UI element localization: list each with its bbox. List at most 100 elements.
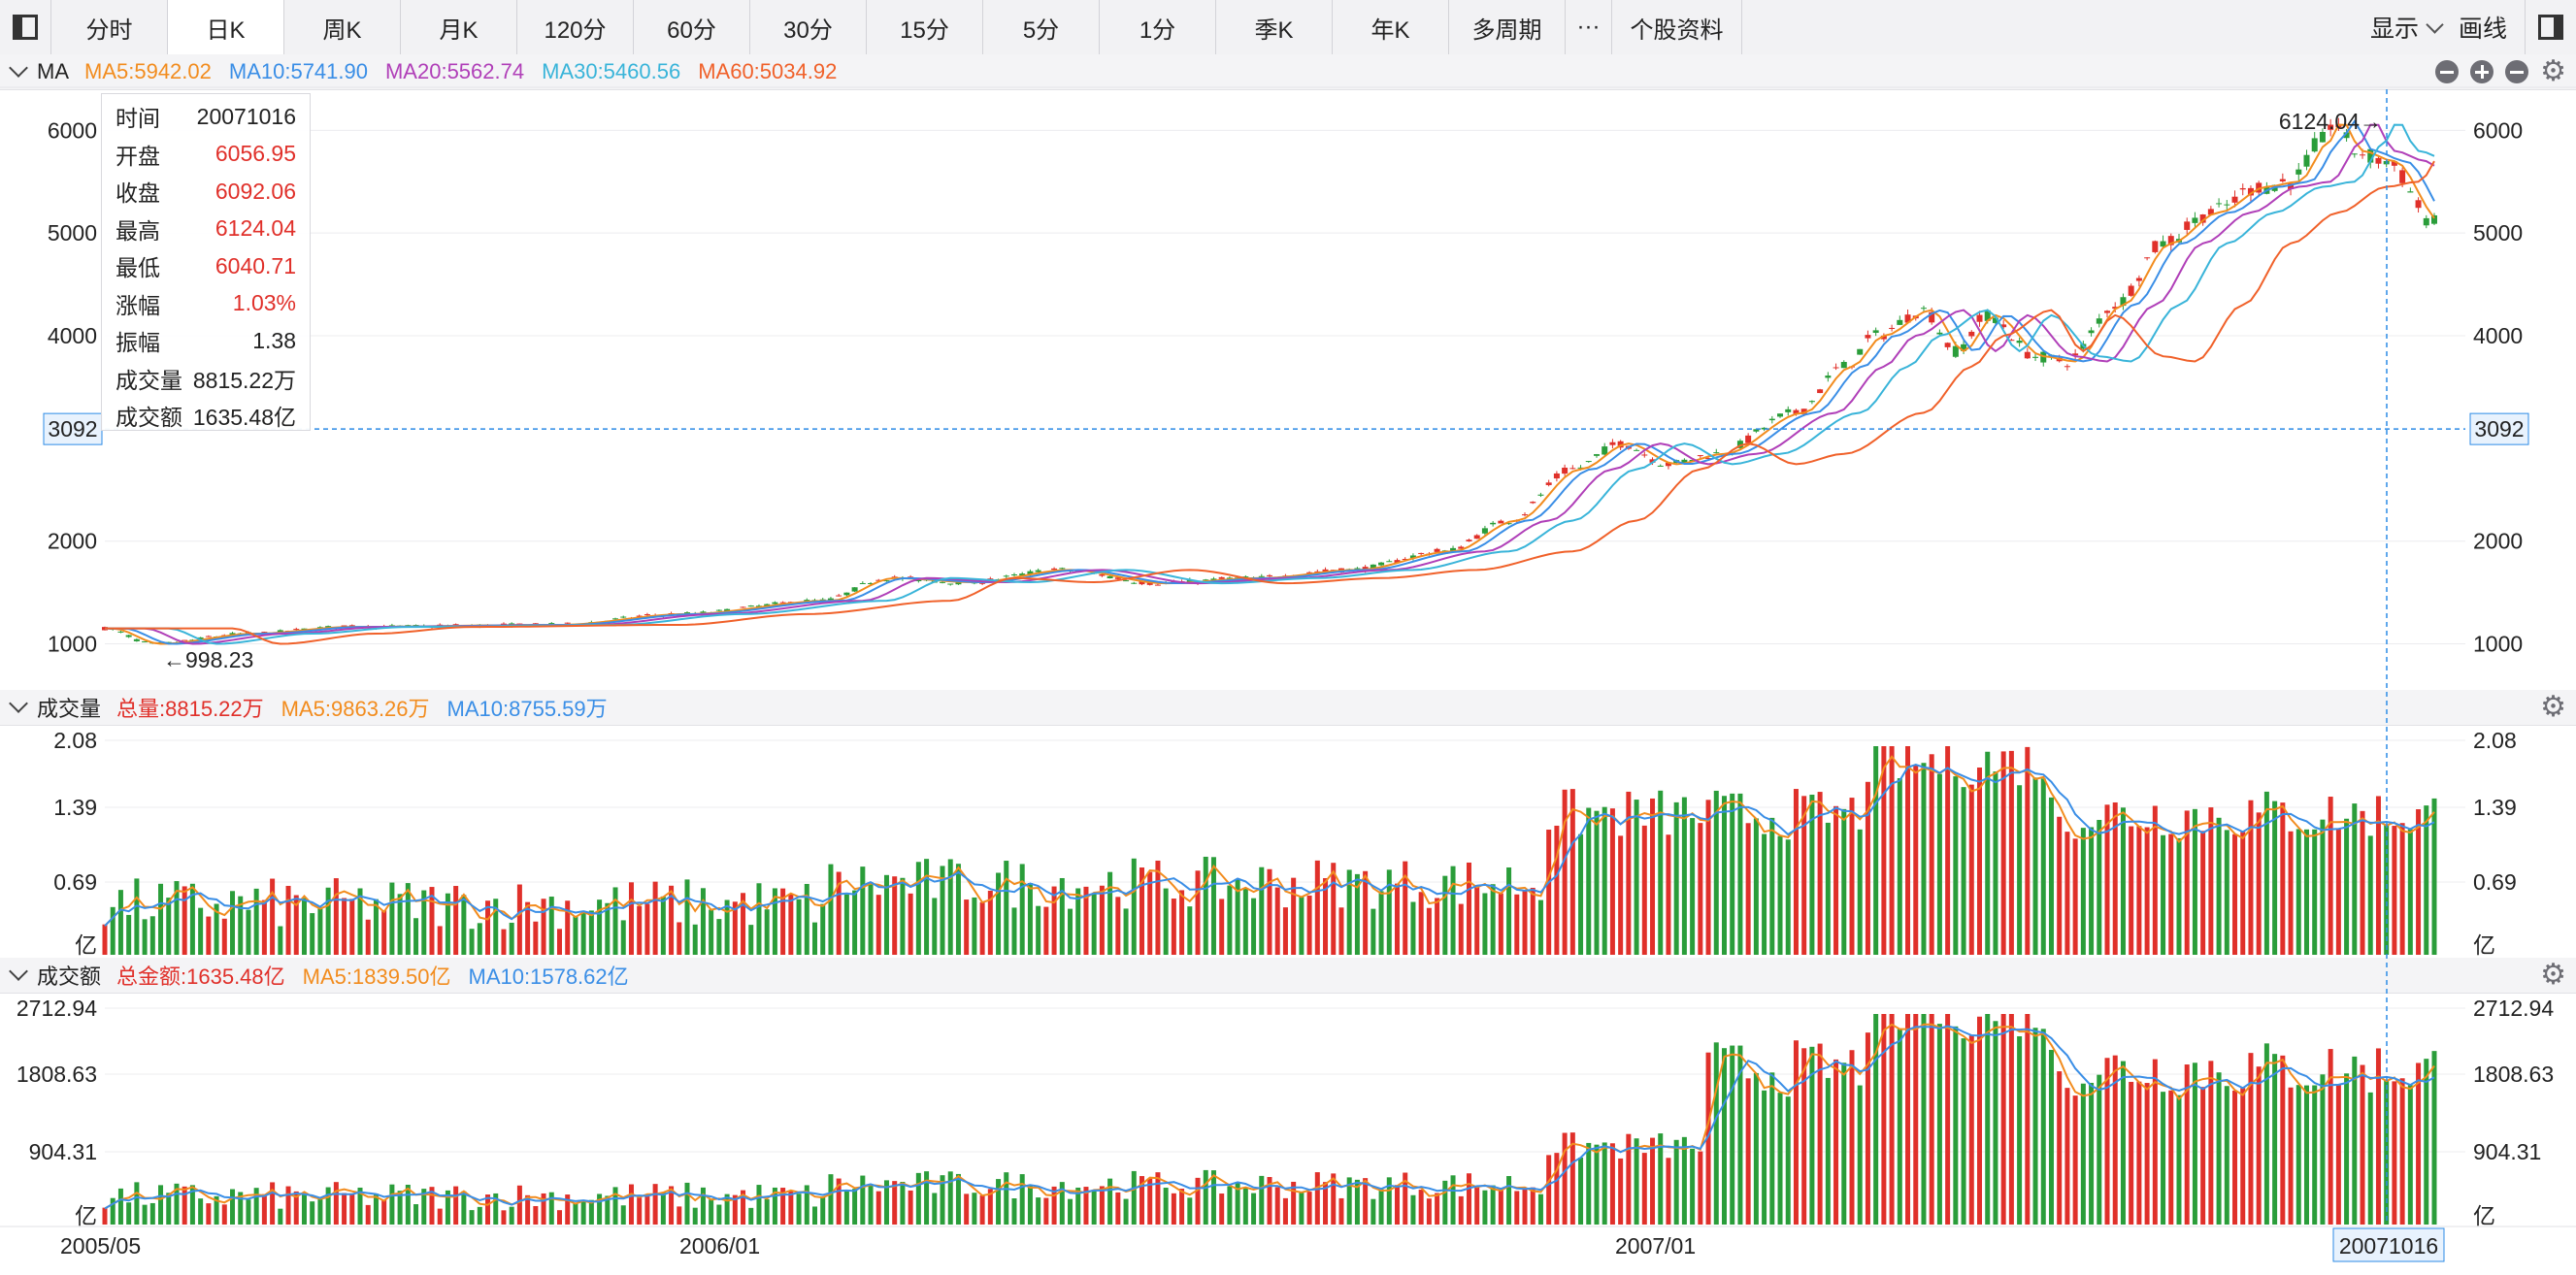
volume-bar: [1921, 763, 1927, 955]
amount-bar: [2057, 1071, 2063, 1225]
amount-bar: [1242, 1188, 1248, 1225]
minus-icon[interactable]: [2435, 60, 2460, 83]
tab-13[interactable]: ···: [1566, 0, 1612, 54]
draw-line-button[interactable]: 画线: [2458, 16, 2507, 43]
volume-bar: [357, 888, 363, 955]
remove-icon[interactable]: [2505, 60, 2529, 83]
candle-body: [747, 605, 754, 607]
legend-item: MA30:5460.56: [542, 59, 681, 83]
volume-bar: [972, 897, 977, 955]
amount-bar: [1737, 1045, 1743, 1225]
tab-0[interactable]: 分时: [51, 0, 168, 54]
amount-bar: [573, 1202, 578, 1225]
volume-bar: [677, 922, 682, 955]
volume-bar: [996, 872, 1002, 955]
tab-14[interactable]: 个股资料: [1612, 0, 1742, 54]
amount-bar: [2312, 1085, 2318, 1225]
amount-bar: [1299, 1192, 1305, 1225]
amount-bar: [1458, 1195, 1464, 1225]
settings-gear-icon[interactable]: ⚙: [2540, 691, 2566, 723]
tab-3[interactable]: 月K: [401, 0, 517, 54]
price-tick-left: 4000: [48, 323, 97, 348]
volume-bar: [1155, 860, 1161, 955]
candle-body: [2096, 318, 2102, 324]
tab-2[interactable]: 周K: [284, 0, 401, 54]
candle-body: [142, 641, 149, 643]
legend-item: MA20:5562.74: [384, 59, 525, 83]
candle-body: [1593, 454, 1600, 456]
display-menu[interactable]: 显示: [2370, 10, 2444, 45]
amount-bar: [1466, 1173, 1471, 1225]
tab-11[interactable]: 年K: [1333, 0, 1449, 54]
volume-bar: [2072, 838, 2078, 955]
candle-body: [1681, 459, 1688, 464]
candle-body: [2192, 217, 2198, 223]
candle-body: [316, 627, 323, 629]
volume-bar: [1793, 789, 1799, 955]
amount-bar: [1171, 1193, 1176, 1225]
volume-bar: [2200, 831, 2206, 955]
settings-gear-icon[interactable]: ⚙: [2540, 55, 2566, 87]
amount-bar: [1386, 1177, 1392, 1225]
amount-bar: [1099, 1186, 1105, 1225]
candle-body: [1010, 574, 1017, 576]
candle-body: [2024, 351, 2031, 359]
volume-bar: [1881, 746, 1887, 955]
candle-body: [437, 624, 444, 626]
plus-icon[interactable]: [2470, 60, 2494, 83]
tab-6[interactable]: 30分: [750, 0, 867, 54]
candle-body: [715, 609, 722, 611]
amount-bar: [509, 1206, 514, 1225]
legend-item: MA60:5034.92: [698, 59, 838, 83]
volume-bar: [716, 919, 722, 955]
amount-bar: [166, 1193, 172, 1225]
tab-1[interactable]: 日K: [168, 0, 284, 54]
tab-12[interactable]: 多周期: [1449, 0, 1566, 54]
candle-body: [500, 623, 507, 625]
price-tick-right: 5000: [2473, 220, 2523, 245]
amount-bar: [102, 1207, 108, 1225]
volume-bar: [1259, 866, 1265, 955]
candle-body: [2216, 203, 2223, 205]
amount-bar: [1849, 1050, 1855, 1225]
candle-body: [1944, 343, 1951, 347]
amount-bar: [206, 1203, 212, 1225]
volume-bar: [1673, 801, 1679, 955]
candle-body: [620, 616, 627, 618]
amount-bar: [117, 1188, 123, 1225]
candle-body: [2279, 179, 2286, 181]
tab-5[interactable]: 60分: [634, 0, 750, 54]
candle-body: [1961, 343, 1967, 351]
amount-bar: [1913, 1014, 1919, 1225]
candle-body: [1897, 319, 1903, 325]
tab-9[interactable]: 1分: [1100, 0, 1216, 54]
amount-bar: [1881, 1014, 1887, 1225]
volume-bar: [1299, 897, 1305, 955]
tab-4[interactable]: 120分: [517, 0, 634, 54]
candle-body: [1649, 459, 1656, 463]
tab-7[interactable]: 15分: [867, 0, 983, 54]
volume-bar: [2144, 827, 2150, 955]
volume-bar: [1498, 893, 1503, 955]
volume-panel-tools: ⚙: [2540, 690, 2566, 725]
candle-body: [2135, 278, 2142, 281]
info-value: 6056.95: [215, 141, 296, 167]
amount-bars: [102, 1014, 2437, 1225]
amount-bar: [461, 1191, 467, 1225]
left-panel-toggle[interactable]: [0, 0, 51, 54]
volume-bar: [580, 912, 586, 955]
candle-body: [1003, 575, 1009, 577]
candle-body: [1059, 568, 1066, 570]
right-panel-toggle[interactable]: [2525, 0, 2576, 54]
tab-10[interactable]: 季K: [1216, 0, 1333, 54]
settings-gear-icon[interactable]: ⚙: [2540, 959, 2566, 991]
tab-8[interactable]: 5分: [983, 0, 1100, 54]
volume-bar: [1849, 798, 1855, 955]
volume-bar: [1650, 798, 1656, 955]
volume-bar: [182, 886, 187, 955]
amount-bar: [964, 1193, 970, 1225]
amount-bar: [1897, 1028, 1902, 1225]
info-row: 开盘 6056.95: [116, 136, 296, 174]
amount-bar: [1267, 1177, 1272, 1225]
